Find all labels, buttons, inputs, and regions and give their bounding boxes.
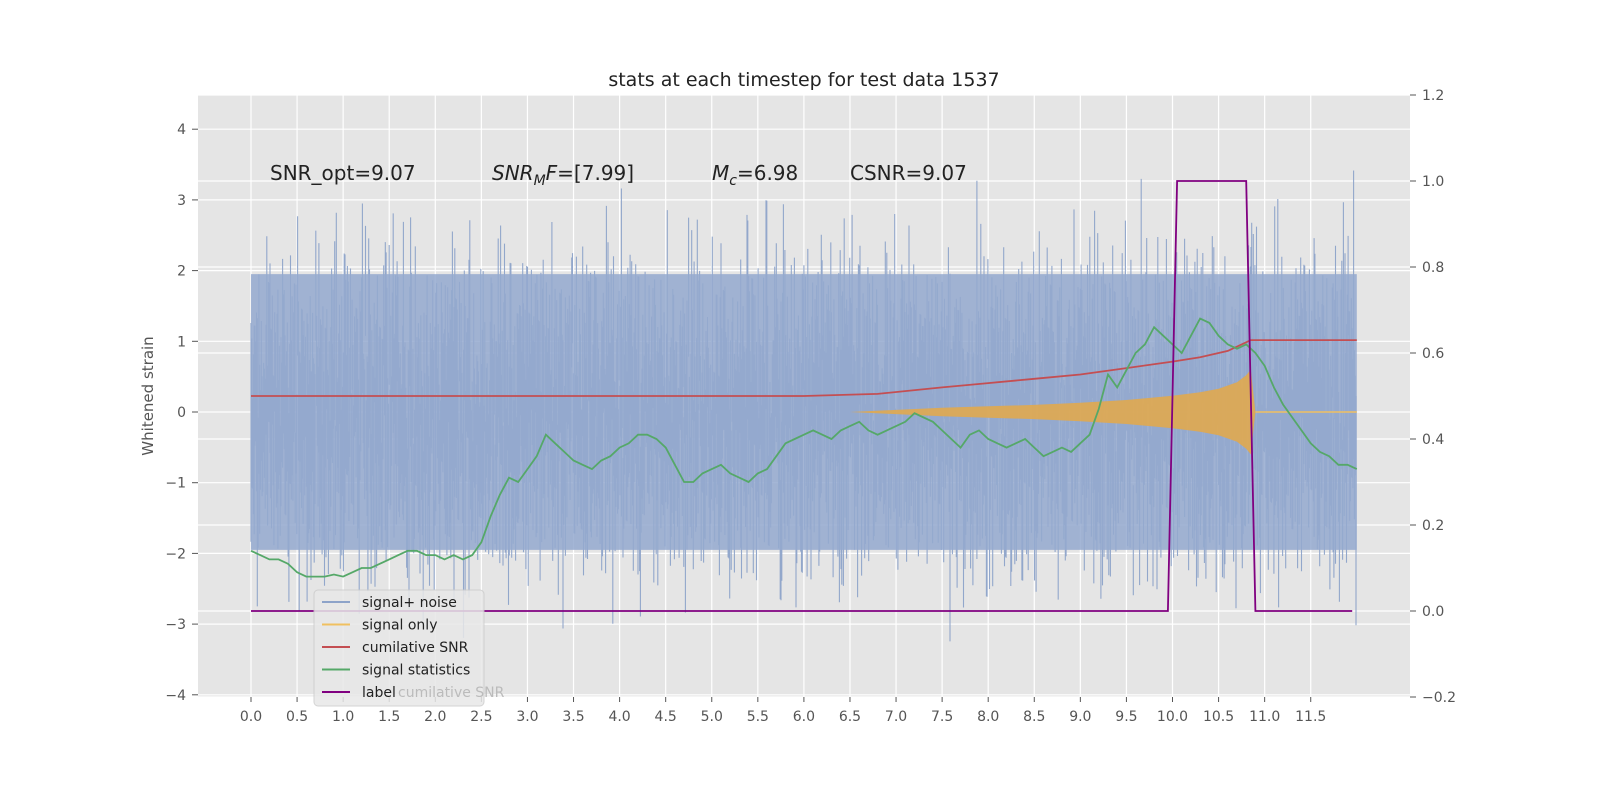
- chart-title: stats at each timestep for test data 153…: [608, 69, 999, 91]
- x-tick-label: 5.0: [701, 709, 723, 725]
- y2-tick-label: 0.4: [1422, 432, 1444, 448]
- line-label: [251, 180, 1353, 612]
- x-tick-label: 6.0: [793, 709, 815, 725]
- y-tick-label: 0: [177, 405, 186, 421]
- y-tick-label: 1: [177, 334, 186, 350]
- axes: 0.0 0.5 1.0 1.5 2.0 2.5 3.0 3.5 4.0 4.5 5.0 5.5 6.0 6…: [165, 88, 1456, 725]
- x-tick-label: 3.0: [516, 709, 538, 725]
- x-tick-label: 9.0: [1069, 709, 1091, 725]
- y2-tick-label: 0.0: [1422, 604, 1444, 620]
- y-tick-label: −3: [165, 617, 186, 633]
- x-tick-label: 1.5: [378, 709, 400, 725]
- y-tick-label: −1: [165, 476, 186, 492]
- x-tick-label: 3.5: [562, 709, 584, 725]
- signal-envelope: [251, 369, 1357, 455]
- y-axis-label: Whitened strain: [139, 336, 157, 455]
- legend-underlay: cumilative SNR: [398, 685, 505, 701]
- y-tick-label: 2: [177, 264, 186, 280]
- x-tick-label: 8.5: [1023, 709, 1045, 725]
- x-tick-label: 0.5: [286, 709, 308, 725]
- x-tick-label: 10.0: [1157, 709, 1188, 725]
- legend-box: [313, 589, 485, 707]
- y-tick-label: 3: [177, 193, 186, 209]
- annotation: CSNR=9.07: [850, 161, 967, 185]
- x-tick-label: 7.0: [885, 709, 907, 725]
- x-tick-label: 2.0: [424, 709, 446, 725]
- y2-tick-label: −0.2: [1422, 690, 1456, 706]
- y2-tick-label: 1.2: [1422, 88, 1444, 104]
- x-tick-label: 11.0: [1249, 709, 1280, 725]
- y2-tick-label: 0.6: [1422, 346, 1444, 362]
- series-lines: [250, 180, 1358, 612]
- legend-label: signal+ noise: [362, 595, 457, 611]
- legend-label: signal statistics: [362, 663, 470, 679]
- x-tick-label: 10.5: [1203, 709, 1234, 725]
- legend-label: signal only: [362, 618, 437, 634]
- x-tick-label: 11.5: [1295, 709, 1326, 725]
- annotation: SNR_opt=9.07: [270, 161, 416, 185]
- legend-label: label: [362, 685, 396, 701]
- line-signal-statistics: [250, 317, 1358, 578]
- y-tick-label: 4: [177, 122, 186, 138]
- legend: cumilative SNR signal+ noise signal only cu…: [313, 589, 505, 707]
- annotation: SNRMF=[7.99]: [492, 161, 634, 189]
- line-cumilative-snr: [251, 339, 1357, 397]
- y2-tick-label: 1.0: [1422, 174, 1444, 190]
- x-tick-label: 9.5: [1115, 709, 1137, 725]
- y-tick-label: −2: [165, 546, 186, 562]
- x-tick-label: 1.0: [332, 709, 354, 725]
- y2-tick-label: 0.8: [1422, 260, 1444, 276]
- y2-tick-label: 0.2: [1422, 518, 1444, 534]
- annotations: SNR_opt=9.07 SNRMF=[7.99] Mc=6.98 CSNR=9.07: [270, 161, 967, 189]
- x-tick-label: 7.5: [931, 709, 953, 725]
- x-tick-label: 4.0: [608, 709, 630, 725]
- x-tick-label: 4.5: [655, 709, 677, 725]
- x-tick-label: 5.5: [747, 709, 769, 725]
- x-tick-label: 2.5: [470, 709, 492, 725]
- series-signal-only: [251, 369, 1357, 455]
- annotation: Mc=6.98: [712, 161, 798, 189]
- x-tick-label: 0.0: [240, 709, 262, 725]
- x-tick-label: 8.0: [977, 709, 999, 725]
- legend-label: cumilative SNR: [362, 640, 469, 656]
- x-tick-label: 6.5: [839, 709, 861, 725]
- y-tick-label: −4: [165, 688, 186, 704]
